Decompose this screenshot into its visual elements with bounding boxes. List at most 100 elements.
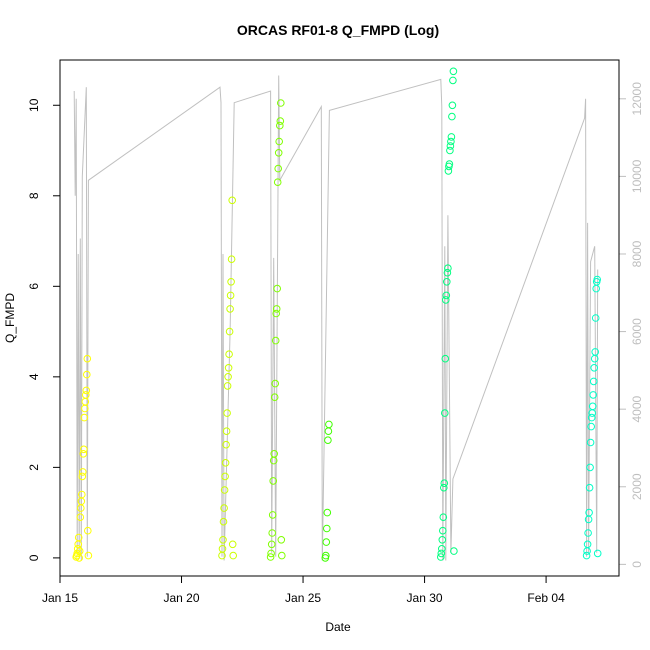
y-right-tick-label: 10000 xyxy=(630,159,644,193)
data-point xyxy=(589,391,598,399)
data-point xyxy=(75,547,84,555)
x-tick-label: Jan 30 xyxy=(407,591,443,605)
data-point xyxy=(273,284,282,293)
data-point xyxy=(271,336,280,345)
data-point xyxy=(82,386,91,395)
data-point xyxy=(322,551,330,560)
data-point xyxy=(324,427,333,436)
y-left-tick-label: 2 xyxy=(27,464,41,471)
data-point xyxy=(272,305,281,313)
data-point xyxy=(585,483,594,492)
data-point xyxy=(78,490,86,499)
data-point xyxy=(324,436,332,445)
data-point xyxy=(592,284,601,293)
data-point xyxy=(270,450,279,458)
data-point xyxy=(80,413,89,422)
data-point xyxy=(584,529,592,537)
data-point xyxy=(583,540,592,549)
data-point xyxy=(437,553,445,561)
data-point xyxy=(73,545,82,553)
data-point xyxy=(227,278,235,286)
y-left-tick-label: 8 xyxy=(27,192,41,199)
data-point xyxy=(276,117,285,125)
secondary-series-line xyxy=(73,75,599,561)
data-point xyxy=(228,540,237,549)
data-point xyxy=(270,393,279,402)
data-point xyxy=(266,553,275,561)
y-right-tick-label: 0 xyxy=(630,561,644,568)
data-point xyxy=(219,517,228,526)
data-point xyxy=(219,536,227,544)
data-point xyxy=(439,526,447,535)
data-point xyxy=(443,268,452,277)
data-point xyxy=(591,348,600,356)
axes-layer: Jan 15 Jan 20 Jan 25 Jan 30 Feb 04 0 2 4 6 8 10 0 20… xyxy=(27,82,644,605)
data-point xyxy=(222,427,231,436)
x-tick-label: Feb 04 xyxy=(527,591,565,605)
data-point xyxy=(323,524,331,533)
data-point xyxy=(593,549,602,558)
data-point xyxy=(74,533,83,542)
data-point xyxy=(441,354,450,363)
x-axis-title: Date xyxy=(325,620,351,634)
data-point xyxy=(229,551,237,560)
data-point xyxy=(223,382,232,390)
data-point xyxy=(226,291,235,300)
data-point xyxy=(446,142,455,150)
data-point xyxy=(447,133,456,141)
data-point xyxy=(449,76,457,85)
data-point xyxy=(442,296,450,304)
data-point xyxy=(220,486,229,494)
data-point xyxy=(588,402,597,411)
chart-title: ORCAS RF01-8 Q_FMPD (Log) xyxy=(237,22,439,38)
data-point xyxy=(267,549,275,558)
data-point xyxy=(277,99,285,107)
data-point xyxy=(73,549,81,558)
data-point xyxy=(277,536,286,544)
data-point xyxy=(273,178,282,186)
data-point xyxy=(440,483,448,492)
y-left-tick-label: 10 xyxy=(27,98,41,112)
data-point xyxy=(438,545,446,553)
y-axis-title: Q_FMPD xyxy=(3,293,17,343)
x-tick-label: Jan 25 xyxy=(285,591,321,605)
y-left-tick-label: 4 xyxy=(27,373,41,380)
data-point xyxy=(274,149,283,157)
data-point xyxy=(76,513,85,522)
data-point xyxy=(226,305,234,313)
data-point xyxy=(448,101,457,110)
data-point xyxy=(223,409,231,417)
data-point xyxy=(271,379,280,388)
data-point xyxy=(221,459,230,467)
data-point xyxy=(278,551,286,560)
data-point xyxy=(444,264,452,273)
data-point xyxy=(440,479,449,488)
data-point xyxy=(268,511,277,519)
data-point xyxy=(224,373,232,381)
data-point xyxy=(74,540,82,549)
data-point xyxy=(450,547,458,555)
data-point xyxy=(586,463,594,472)
data-point xyxy=(218,545,227,553)
data-point xyxy=(438,536,447,544)
data-point xyxy=(268,529,277,537)
y-right-tick-label: 4000 xyxy=(630,396,644,423)
data-point xyxy=(439,513,448,522)
data-point xyxy=(227,255,236,264)
data-point xyxy=(82,391,90,399)
data-point xyxy=(441,409,449,417)
data-point xyxy=(225,327,234,336)
y-right-tick-label: 8000 xyxy=(630,240,644,267)
data-point xyxy=(593,275,602,284)
data-point xyxy=(443,278,451,286)
data-point xyxy=(437,549,446,558)
data-point xyxy=(322,538,331,546)
data-point xyxy=(448,112,456,121)
y-left-tick-label: 6 xyxy=(27,283,41,290)
data-point xyxy=(222,440,230,449)
data-point xyxy=(83,370,91,379)
data-point xyxy=(228,196,236,205)
data-point xyxy=(447,137,455,146)
data-point xyxy=(272,309,281,318)
data-point xyxy=(84,526,92,535)
